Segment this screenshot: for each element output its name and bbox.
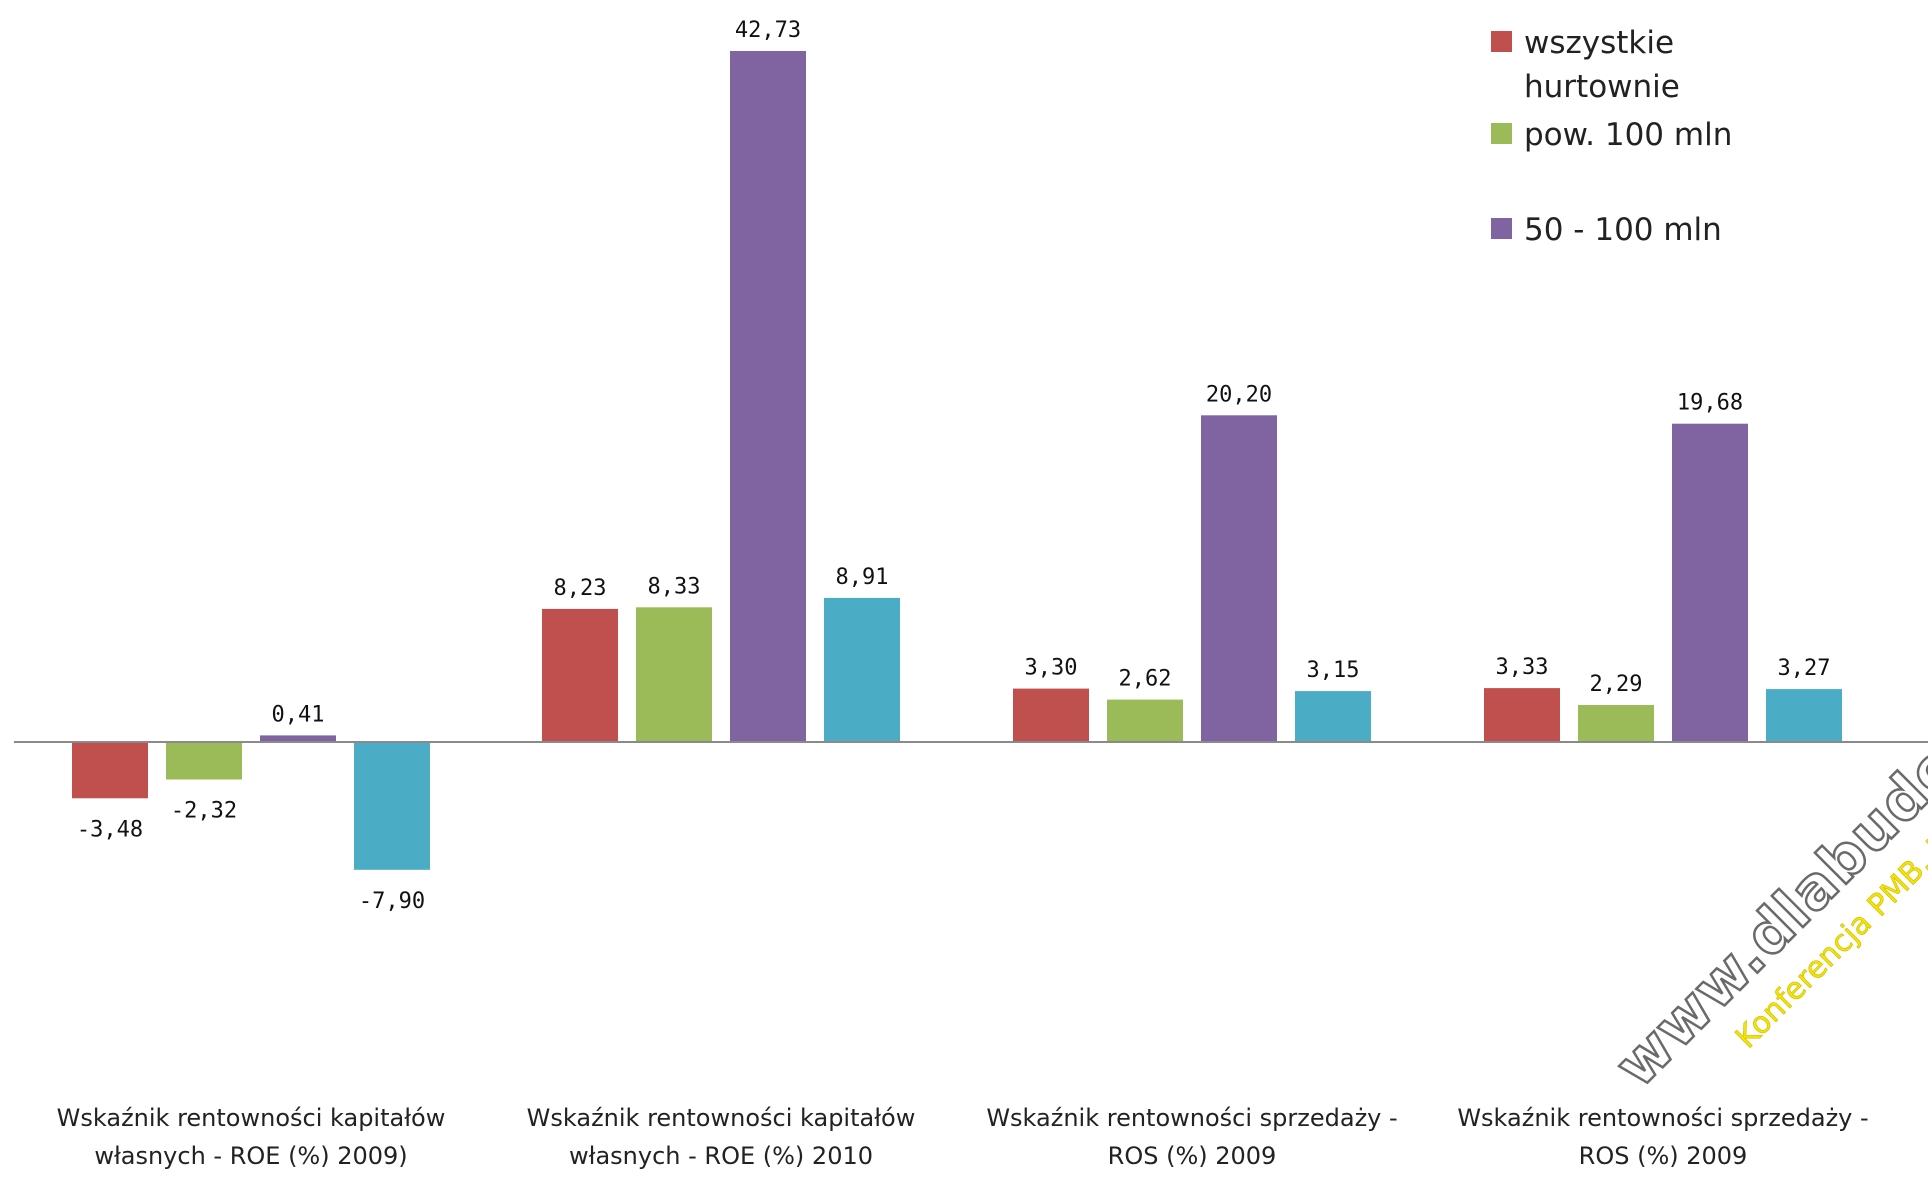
value-labels-layer: -3,48 8,23 3,30 3,33 -2,32 8,33 2,62 2,29 0,41 42… <box>77 18 1831 914</box>
bar-s1-c0 <box>166 742 242 780</box>
value-label-s1-c1: 8,33 <box>648 574 701 599</box>
bar-s2-c3 <box>1672 423 1748 742</box>
legend-swatch-0 <box>1491 31 1512 52</box>
legend-label-0-line-0: wszystkie <box>1524 25 1674 61</box>
legend-label-0-line-1: hurtownie <box>1524 69 1680 105</box>
legend: wszystkie hurtownie pow. 100 mln 50 - 100 m… <box>1491 25 1732 248</box>
category-label-0-line-0: Wskaźnik rentowności kapitałów <box>57 1104 446 1132</box>
category-label-3-line-1: ROS (%) 2009 <box>1579 1142 1748 1170</box>
bar-s1-c3 <box>1578 705 1654 742</box>
bar-s3-c0 <box>354 742 430 870</box>
value-label-s0-c1: 8,23 <box>554 576 607 601</box>
value-label-s3-c1: 8,91 <box>836 565 889 590</box>
bar-s3-c1 <box>824 597 900 742</box>
bar-s2-c2 <box>1201 415 1277 742</box>
value-label-s1-c0: -2,32 <box>171 799 237 824</box>
legend-label-1-line-0: pow. 100 mln <box>1524 117 1732 153</box>
watermark: www.dlabudownictwa.pl Konferencja PMB, K… <box>1601 472 1928 1101</box>
legend-swatch-1 <box>1491 123 1512 144</box>
category-labels-layer: Wskaźnik rentowności kapitałów własnych -… <box>57 1104 1869 1170</box>
category-label-1-line-0: Wskaźnik rentowności kapitałów <box>527 1104 916 1132</box>
value-label-s2-c1: 42,73 <box>735 18 801 43</box>
bar-s1-c2 <box>1107 699 1183 742</box>
category-label-1-line-1: własnych - ROE (%) 2010 <box>569 1142 873 1170</box>
bar-s0-c3 <box>1484 688 1560 742</box>
value-label-s3-c2: 3,15 <box>1307 658 1360 683</box>
value-label-s1-c2: 2,62 <box>1119 667 1172 692</box>
bar-s3-c2 <box>1295 691 1371 742</box>
value-label-s2-c2: 20,20 <box>1206 382 1272 407</box>
bar-s1-c1 <box>636 607 712 742</box>
legend-label-2-line-0: 50 - 100 mln <box>1524 212 1722 248</box>
category-label-2-line-1: ROS (%) 2009 <box>1108 1142 1277 1170</box>
value-label-s3-c3: 3,27 <box>1778 656 1831 681</box>
bar-s0-c2 <box>1013 688 1089 742</box>
legend-swatch-2 <box>1491 218 1512 239</box>
value-label-s0-c0: -3,48 <box>77 817 143 842</box>
bar-s2-c0 <box>260 735 336 742</box>
bars-layer <box>72 51 1842 870</box>
bar-s2-c1 <box>730 51 806 742</box>
value-label-s1-c3: 2,29 <box>1590 672 1643 697</box>
bar-s0-c0 <box>72 742 148 799</box>
value-label-s2-c0: 0,41 <box>272 702 325 727</box>
bar-s3-c3 <box>1766 689 1842 742</box>
value-label-s3-c0: -7,90 <box>359 889 425 914</box>
bar-s0-c1 <box>542 608 618 742</box>
value-label-s0-c3: 3,33 <box>1496 655 1549 680</box>
category-label-0-line-1: własnych - ROE (%) 2009) <box>94 1142 407 1170</box>
value-label-s0-c2: 3,30 <box>1025 656 1078 681</box>
value-label-s2-c3: 19,68 <box>1677 391 1743 416</box>
category-label-2-line-0: Wskaźnik rentowności sprzedaży - <box>986 1104 1397 1132</box>
category-label-3-line-0: Wskaźnik rentowności sprzedaży - <box>1457 1104 1868 1132</box>
